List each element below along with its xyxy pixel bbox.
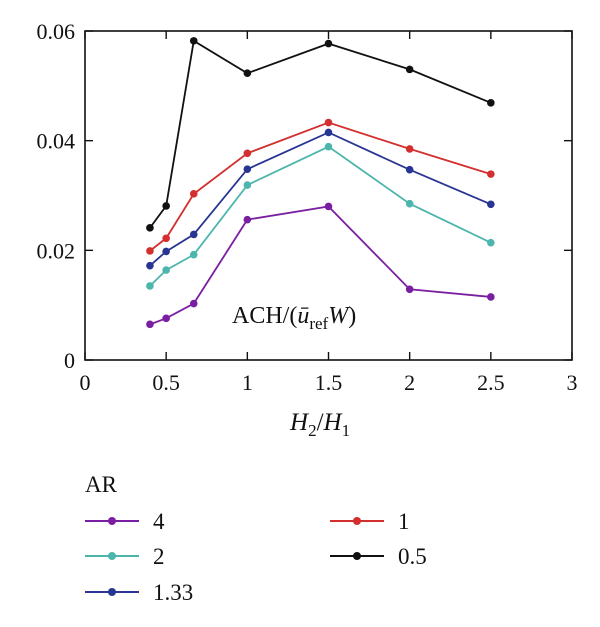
series-1 <box>146 118 495 255</box>
legend-marker <box>353 552 361 560</box>
x-tick-label: 1 <box>242 370 253 395</box>
data-point <box>487 99 495 107</box>
data-point <box>487 293 495 301</box>
data-point <box>243 165 252 173</box>
annotation-sub: ref <box>309 314 328 333</box>
y-tick-label: 0.06 <box>37 19 76 44</box>
legend-title: AR <box>85 472 118 497</box>
x-title-sub1: 1 <box>342 421 351 440</box>
data-point <box>405 165 414 174</box>
x-title-h2: H <box>289 409 310 436</box>
data-point <box>146 224 154 232</box>
data-point <box>324 39 333 48</box>
data-point <box>405 285 414 294</box>
data-point <box>487 200 495 209</box>
x-title-slash: / <box>317 409 324 436</box>
data-point <box>405 199 414 208</box>
legend-label: 1.33 <box>153 580 193 605</box>
x-axis-title: H2/H1 <box>289 409 350 440</box>
data-point <box>146 261 154 270</box>
series-line <box>149 145 492 287</box>
series-4 <box>146 202 495 329</box>
legend-item: 1 <box>330 509 410 534</box>
data-point <box>189 190 198 198</box>
series-0.5 <box>146 37 495 232</box>
x-title-h1: H <box>323 409 344 436</box>
legend-marker <box>108 588 116 596</box>
x-tick-label: 2 <box>404 370 415 395</box>
legend-item: 1.33 <box>85 580 193 605</box>
x-tick-label: 0 <box>80 370 91 395</box>
data-point <box>243 215 252 224</box>
y-tick-label: 0.02 <box>37 238 76 263</box>
series-1.33 <box>146 128 495 270</box>
legend: 4 2 1.33 1 0.5 <box>85 509 427 605</box>
legend-item: 0.5 <box>330 544 427 569</box>
legend-marker <box>108 517 116 525</box>
data-point <box>189 37 198 45</box>
data-point <box>324 118 333 127</box>
legend-label: 1 <box>398 509 410 534</box>
data-point <box>405 145 414 153</box>
data-point <box>324 142 333 151</box>
x-tick-label: 1.5 <box>315 370 343 395</box>
data-point <box>243 149 252 158</box>
legend-marker <box>108 552 116 560</box>
y-tick-label: 0 <box>64 348 75 373</box>
x-tick-label: 3 <box>567 370 578 395</box>
annotation-ubar: ū <box>297 303 309 329</box>
data-point <box>162 266 170 274</box>
data-point <box>146 282 154 290</box>
legend-marker <box>353 517 361 525</box>
data-point <box>189 299 198 308</box>
x-tick-label: 2.5 <box>477 370 505 395</box>
y-tick-label: 0.04 <box>37 129 76 154</box>
series-line <box>149 39 492 229</box>
data-point <box>146 320 154 329</box>
data-point <box>324 202 333 211</box>
annotation-label: ACH/(ūrefW) <box>232 303 356 333</box>
data-point <box>243 69 252 78</box>
data-point <box>189 230 198 239</box>
data-point <box>162 314 170 323</box>
annotation-w: W <box>328 303 350 329</box>
annotation-prefix: ACH/( <box>232 303 297 329</box>
data-point <box>487 170 495 178</box>
data-point <box>162 202 170 210</box>
annotation-close: ) <box>348 303 356 329</box>
data-point <box>405 65 414 74</box>
legend-item: 2 <box>85 544 165 569</box>
data-point <box>487 238 495 247</box>
data-point <box>189 250 198 259</box>
legend-label: 2 <box>153 544 165 569</box>
x-title-sub2: 2 <box>308 421 317 440</box>
series-2 <box>146 142 495 290</box>
axes: 0 0.5 1 1.5 2 2.5 3 0 0.02 0.04 0.06 <box>37 19 578 395</box>
series-line <box>149 121 492 252</box>
data-point <box>146 247 154 255</box>
legend-label: 0.5 <box>398 544 427 569</box>
series-lines <box>146 37 495 329</box>
legend-item: 4 <box>85 509 165 534</box>
data-point <box>324 128 333 137</box>
legend-label: 4 <box>153 509 165 534</box>
data-point <box>243 181 252 189</box>
data-point <box>162 234 170 243</box>
data-point <box>162 247 170 256</box>
x-tick-label: 0.5 <box>152 370 180 395</box>
